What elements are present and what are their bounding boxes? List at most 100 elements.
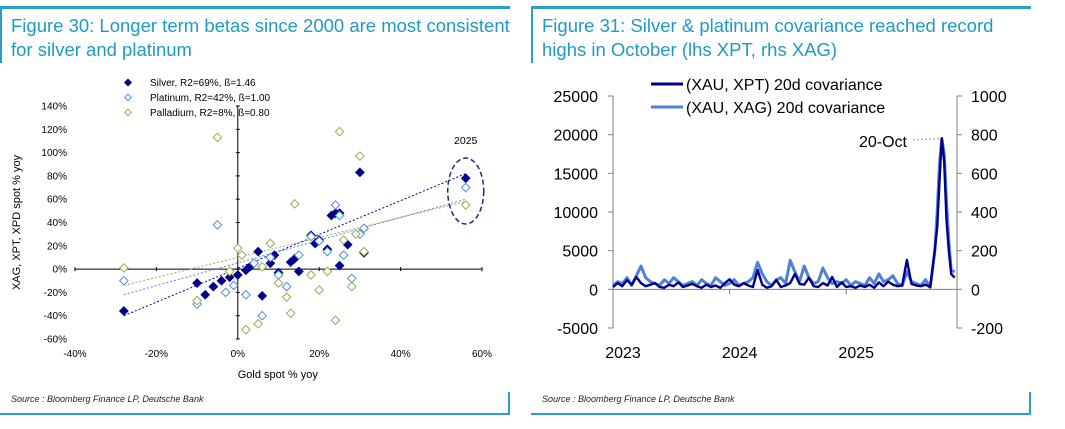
- annotation-leader-line: [912, 138, 940, 141]
- series-line-xau-xag: [612, 137, 956, 289]
- scatter-point-palladium: [236, 250, 247, 261]
- scatter-point-platinum: [359, 223, 369, 234]
- legend-label-palladium: Palladium, R2=8%, ß=0.80: [150, 108, 270, 119]
- x-tick-label: 20%: [309, 349, 329, 360]
- scatter-point-palladium: [281, 292, 292, 302]
- scatter-point-palladium: [192, 295, 203, 306]
- y-tick-label: 100%: [41, 148, 67, 159]
- y-tick-label: 40%: [47, 218, 67, 229]
- scatter-point-silver: [216, 275, 227, 286]
- right-tick-label: 200: [971, 244, 998, 261]
- left-tick-label: 15000: [554, 166, 599, 183]
- left-tick-label: 0: [589, 282, 598, 299]
- scatter-point-platinum: [322, 246, 333, 257]
- scatter-point-platinum: [281, 281, 292, 292]
- scatter-point-palladium: [346, 281, 357, 292]
- figure-30-title: Figure 30: Longer term betas since 2000 …: [11, 15, 510, 60]
- y-axis-title: XAG, XPT, XPD spot % yoy: [11, 154, 23, 290]
- scatter-point-palladium: [289, 198, 300, 209]
- scatter-point-palladium: [334, 126, 345, 137]
- left-tick-label: 5000: [562, 244, 598, 261]
- figure-30-panel: Figure 30: Longer term betas since 2000 …: [0, 0, 510, 418]
- scatter-point-platinum: [249, 258, 259, 269]
- scatter-point-palladium: [273, 278, 284, 288]
- panel-left-rule: [0, 6, 2, 63]
- panel-bottom-right-rule: [1029, 392, 1031, 415]
- scatter-point-platinum: [460, 182, 471, 193]
- series-line-xau-xpt: [612, 137, 956, 289]
- scatter-point-silver: [224, 272, 235, 283]
- x-axis-title: Gold spot % yoy: [238, 369, 319, 381]
- trend-line-platinum: [123, 198, 466, 296]
- scatter-point-palladium: [350, 229, 361, 240]
- panel-left-rule: [531, 6, 533, 63]
- y-tick-label: -20%: [44, 288, 67, 299]
- trend-line-silver: [123, 173, 466, 317]
- scatter-point-silver: [334, 260, 345, 271]
- y-tick-label: 60%: [47, 195, 67, 206]
- trend-line-palladium: [123, 201, 466, 286]
- scatter-point-silver: [257, 290, 268, 301]
- figure-30-source: Source : Bloomberg Finance LP, Deutsche …: [11, 394, 204, 404]
- x-tick-label: 40%: [391, 349, 411, 360]
- scatter-point-palladium: [314, 285, 325, 295]
- y-tick-label: 140%: [41, 102, 67, 113]
- left-tick-label: 10000: [554, 205, 599, 222]
- scatter-point-palladium: [330, 315, 341, 326]
- scatter-point-palladium: [460, 200, 471, 210]
- y-tick-label: 0%: [53, 265, 68, 276]
- scatter-point-silver: [265, 258, 276, 269]
- scatter-point-palladium: [306, 270, 316, 280]
- right-tick-label: -200: [971, 321, 1003, 338]
- scatter-point-platinum: [346, 273, 357, 284]
- scatter-point-platinum: [257, 310, 268, 321]
- figure-31-panel: Figure 31: Silver & platinum covariance …: [531, 0, 1031, 418]
- scatter-point-palladium: [241, 324, 251, 335]
- legend-marker-silver: [123, 78, 133, 87]
- right-tick-label: 1000: [971, 89, 1007, 106]
- scatter-point-platinum: [334, 210, 345, 221]
- scatter-point-silver: [192, 278, 203, 288]
- x-tick-label: 0%: [231, 349, 246, 360]
- legend-marker-palladium: [123, 108, 133, 117]
- scatter-point-silver: [232, 270, 243, 280]
- scatter-point-palladium: [118, 263, 129, 273]
- x-tick-label: -20%: [145, 349, 168, 360]
- scatter-point-palladium: [224, 266, 235, 277]
- scatter-point-platinum: [265, 252, 276, 263]
- left-tick-label: -5000: [557, 321, 598, 338]
- scatter-point-platinum: [314, 236, 325, 247]
- scatter-point-platinum: [306, 231, 316, 242]
- panel-bottom-right-rule: [508, 392, 510, 415]
- scatter-point-palladium: [322, 266, 333, 277]
- legend-label-xau-xag: (XAU, XAG) 20d covariance: [686, 100, 885, 117]
- highlight-ellipse-2025: [446, 157, 485, 225]
- scatter-point-platinum: [338, 250, 349, 261]
- annotation-2025: 2025: [454, 135, 478, 147]
- scatter-point-platinum: [212, 219, 223, 230]
- right-tick-label: 400: [971, 205, 998, 222]
- x-tick-label: 2025: [838, 345, 874, 362]
- scatter-point-platinum: [228, 280, 239, 291]
- annotation-20-oct: 20-Oct: [859, 134, 908, 151]
- line-chart: -5000 0 5000 10000 15000 20000 25000 -200 0 200 40…: [554, 77, 1007, 362]
- scatter-point-silver: [253, 246, 264, 257]
- y-tick-label: -40%: [44, 311, 67, 322]
- scatter-point-silver: [460, 173, 471, 184]
- scatter-point-silver: [200, 289, 211, 300]
- y-tick-label: -60%: [44, 335, 67, 346]
- scatter-point-palladium: [338, 235, 349, 245]
- right-tick-label: 0: [971, 282, 980, 299]
- scatter-point-palladium: [285, 308, 296, 319]
- panel-top-rule: [0, 6, 510, 9]
- scatter-point-platinum: [241, 289, 251, 300]
- right-tick-label: 800: [971, 128, 998, 145]
- scatter-point-silver: [293, 266, 304, 277]
- left-tick-label: 25000: [554, 89, 599, 106]
- scatter-point-silver: [208, 281, 219, 292]
- legend-label-silver: Silver, R2=69%, ß=1.46: [150, 78, 256, 89]
- scatter-point-platinum: [220, 287, 231, 298]
- scatter-chart: -40% -20% 0% 20% 40% 60% -60% -40% -20% 0% 20% 40% 6…: [11, 78, 492, 381]
- left-tick-label: 20000: [554, 128, 599, 145]
- panel-bottom-rule: [531, 413, 1031, 415]
